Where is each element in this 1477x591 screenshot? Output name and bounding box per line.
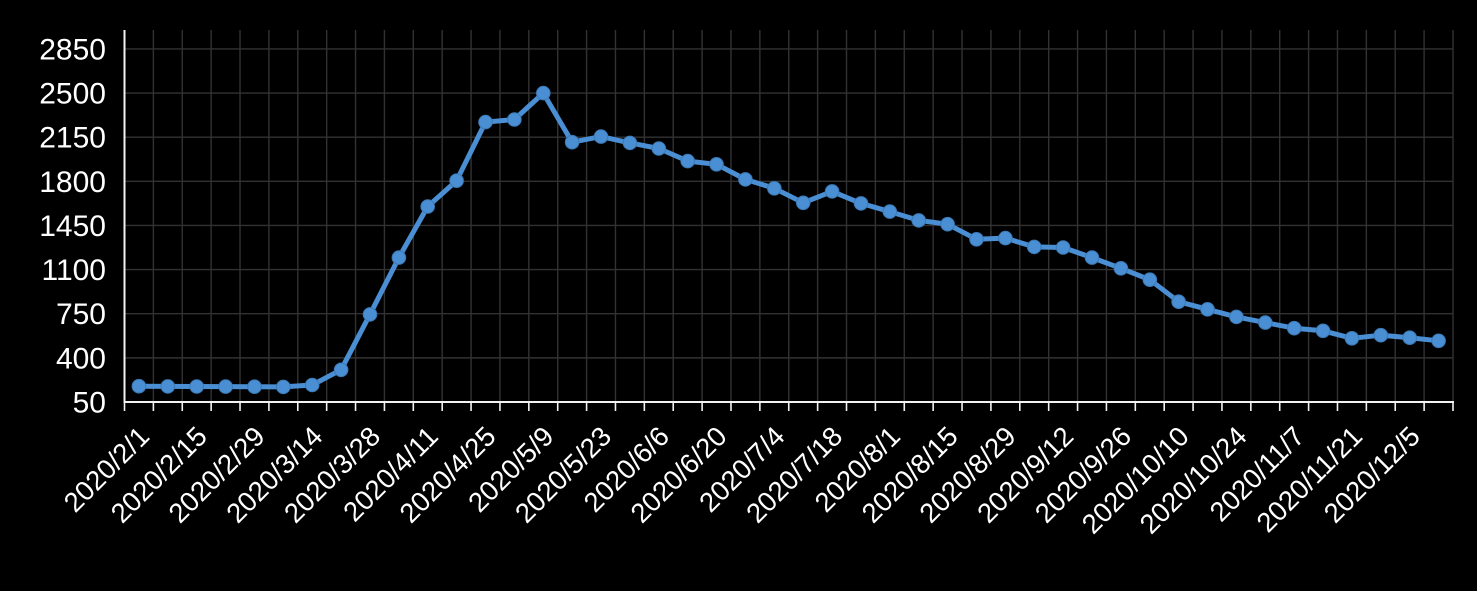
data-point-marker	[160, 379, 176, 394]
y-axis-label: 750	[56, 298, 106, 331]
data-point-marker	[1344, 331, 1360, 346]
data-point-marker	[940, 216, 955, 232]
data-point-marker	[853, 196, 869, 211]
data-point-marker	[449, 173, 464, 188]
data-point-marker	[1055, 240, 1071, 255]
data-point-marker	[507, 112, 522, 127]
data-point-marker	[391, 250, 407, 265]
data-point-marker	[680, 153, 696, 169]
y-axis-label: 50	[73, 387, 106, 420]
data-point-marker	[564, 134, 580, 150]
data-point-marker	[651, 141, 667, 156]
y-axis-label: 2500	[39, 78, 106, 111]
data-point-marker	[1373, 327, 1389, 343]
data-point-marker	[1171, 294, 1186, 310]
data-point-marker	[709, 157, 724, 172]
data-point-marker	[304, 377, 320, 393]
data-point-marker	[998, 230, 1013, 246]
data-point-marker	[247, 379, 262, 395]
data-point-marker	[1113, 261, 1129, 276]
series-line	[136, 90, 1442, 390]
data-point-marker	[795, 195, 811, 211]
data-point-marker	[1084, 250, 1100, 265]
data-point-marker	[1142, 272, 1158, 288]
data-point-marker	[1200, 302, 1215, 317]
data-point-marker	[622, 135, 638, 151]
data-point-marker	[767, 181, 782, 196]
data-point-marker	[218, 379, 233, 394]
y-axis-label: 1800	[39, 166, 106, 199]
data-point-marker	[1286, 320, 1302, 336]
y-axis-label: 400	[56, 342, 106, 375]
data-point-marker	[1258, 315, 1273, 330]
data-point-marker	[131, 378, 147, 394]
data-point-marker	[1026, 239, 1042, 255]
data-point-marker	[1431, 333, 1446, 349]
data-point-marker	[1315, 323, 1331, 339]
data-point-marker	[276, 379, 291, 395]
data-point-marker	[333, 362, 349, 378]
y-axis-label: 2850	[39, 33, 106, 66]
data-point-marker	[969, 232, 984, 247]
data-point-marker	[536, 85, 551, 101]
data-point-marker	[824, 184, 840, 199]
data-point-marker	[362, 307, 378, 322]
data-point-marker	[738, 172, 753, 187]
data-point-marker	[420, 199, 436, 214]
y-axis-label: 1450	[39, 210, 106, 243]
data-point-marker	[882, 204, 898, 219]
y-axis-label: 2150	[39, 122, 106, 155]
data-point-marker	[593, 129, 609, 144]
data-point-marker	[911, 213, 927, 228]
data-point-marker	[478, 114, 493, 130]
data-point-marker	[1402, 330, 1417, 346]
data-point-marker	[1229, 309, 1244, 325]
y-axis-label: 1100	[41, 254, 106, 287]
data-point-marker	[189, 379, 204, 394]
